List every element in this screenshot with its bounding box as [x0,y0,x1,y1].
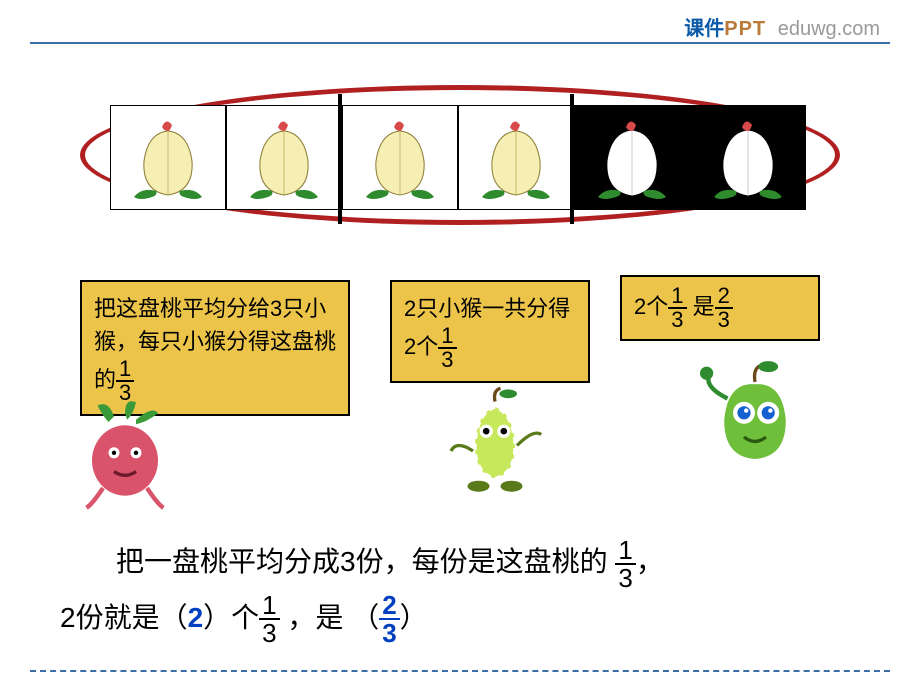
fraction-1-3: 13 [116,358,134,404]
peach-cell [110,105,226,210]
brand-label-a: 课件 [684,18,724,40]
footer-divider [30,670,890,672]
box3-text-a: 2个 [634,294,668,319]
box2-text: 2只小猴一共分得2个 [404,296,570,359]
fraction-1-3: 13 [615,537,635,591]
fraction-2-3: 23 [379,592,399,646]
pear-character-icon [440,385,550,485]
peach-cell [574,105,690,210]
box3-text-b: 是 [687,294,715,319]
brand-label-b: PPT [724,18,766,40]
peach-cell [226,105,342,210]
summary-line1-a: 把一盘桃平均分成3份，每份是这盘桃的 [116,546,615,577]
header-divider [30,42,890,44]
fraction-1-3: 13 [668,285,686,331]
summary-line2-b: ）个 [203,602,259,633]
fraction-1-3: 13 [438,325,456,371]
summary-line2-c: ，是 （ [280,602,380,633]
fraction-2-3: 23 [715,285,733,331]
speech-box-1: 把这盘桃平均分给3只小猴，每只小猴分得这盘桃的13 [80,280,350,416]
speech-box-2: 2只小猴一共分得2个13 [390,280,590,383]
summary-line1-b: ， [636,546,664,577]
summary-line2-d: ） [400,602,428,633]
summary-line2-a: 2份就是（ [60,602,188,633]
slide-header: 课件PPT eduwg.com [684,12,880,41]
peach-cell [690,105,806,210]
summary-text: 把一盘桃平均分成3份，每份是这盘桃的 13， 2份就是（2）个13 ，是 （23… [60,535,860,646]
radish-character-icon [70,400,180,500]
peach-cell [342,105,458,210]
apple-character-icon [700,360,810,460]
peach-row [90,95,830,225]
fraction-1-3: 13 [259,592,279,646]
site-label: eduwg.com [778,18,880,40]
peach-cells [110,105,806,210]
answer-2: 2 [188,602,204,633]
speech-box-3: 2个13 是23 [620,275,820,341]
peach-cell [458,105,574,210]
